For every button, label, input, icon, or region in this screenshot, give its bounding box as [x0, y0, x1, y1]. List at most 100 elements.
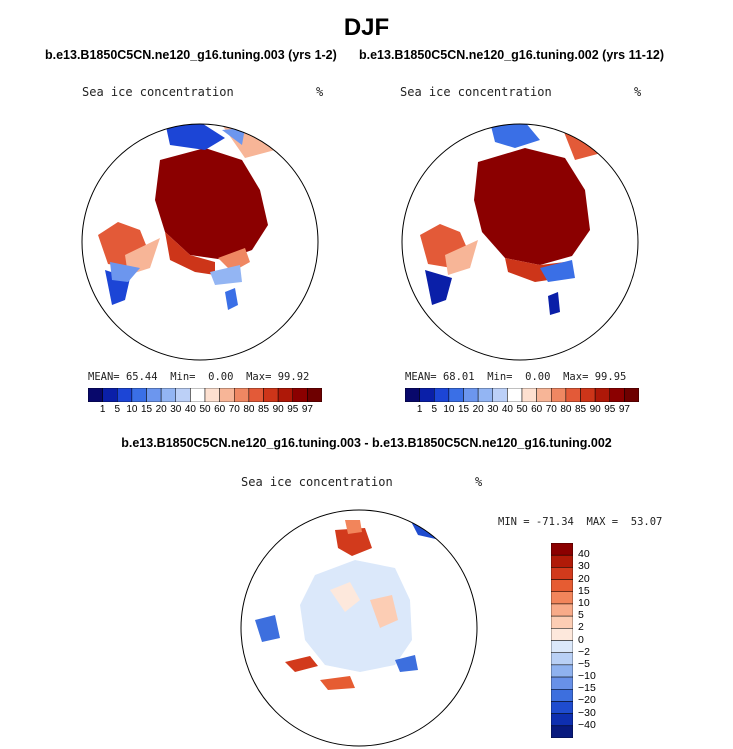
right-colorbar-swatch — [434, 388, 450, 402]
right-stat-mean: 68.01 — [442, 371, 475, 383]
diff-colorbar-swatch — [551, 701, 573, 714]
left-colorbar-tick-label: 97 — [301, 404, 313, 415]
right-colorbar-tick-label: 30 — [487, 404, 499, 415]
diff-colorbar-tick-label: −5 — [578, 657, 590, 670]
left-stat-min: 0.00 — [208, 371, 234, 383]
left-panel-title: Sea ice concentration — [82, 85, 234, 99]
left-case-title: b.e13.B1850C5CN.ne120_g16.tuning.003 (yr… — [45, 48, 337, 62]
diff-colorbar-tick-label: 5 — [578, 609, 584, 622]
right-colorbar-tick-label: 90 — [589, 404, 601, 415]
right-colorbar-swatch — [448, 388, 464, 402]
diff-colorbar-swatch — [551, 640, 573, 653]
left-colorbar-swatch — [292, 388, 308, 402]
left-colorbar-swatch — [117, 388, 133, 402]
left-colorbar-ticks: 1 5 10 15 20 30 40 50 60 70 80 85 90 95 97 — [88, 404, 322, 418]
diff-colorbar-tick-label: −15 — [578, 682, 596, 695]
right-panel-units: % — [634, 85, 642, 99]
diff-case-title: b.e13.B1850C5CN.ne120_g16.tuning.003 - b… — [121, 436, 612, 450]
diff-colorbar-tick-label: 10 — [578, 596, 590, 609]
diff-stats: MIN = -71.34 MAX = 53.07 — [498, 516, 663, 528]
right-colorbar-swatch — [405, 388, 420, 402]
right-colorbar-swatch — [609, 388, 625, 402]
right-colorbar-tick-label: 85 — [574, 404, 587, 415]
left-colorbar-tick-label: 60 — [214, 404, 226, 415]
right-panel-title: Sea ice concentration — [400, 85, 552, 99]
right-stats: MEAN= 68.01 Min= 0.00 Max= 99.95 — [405, 371, 626, 383]
left-colorbar-swatch — [307, 388, 322, 402]
diff-colorbar-swatch — [551, 543, 573, 556]
left-stat-min-label: Min= — [170, 371, 196, 383]
right-colorbar-tick-label: 15 — [457, 404, 470, 415]
left-colorbar-swatch — [204, 388, 220, 402]
diff-colorbar-swatch — [551, 567, 573, 580]
diff-colorbar-tick-label: −20 — [578, 694, 596, 707]
left-colorbar-tick-label: 50 — [199, 404, 211, 415]
diff-colorbar-tick-label: 30 — [578, 560, 590, 573]
diff-colorbar-swatch — [551, 689, 573, 702]
right-colorbar-swatch — [419, 388, 435, 402]
diff-colorbar-swatch — [551, 603, 573, 617]
diff-panel-units: % — [475, 475, 483, 489]
left-polar-map — [82, 124, 318, 360]
left-colorbar-tick-label: 5 — [114, 404, 121, 415]
right-colorbar-swatch — [536, 388, 552, 402]
diff-colorbar-tick-label: −40 — [578, 718, 596, 731]
left-colorbar-swatch — [160, 388, 176, 402]
left-colorbar-swatch — [263, 388, 279, 402]
right-colorbar-tick-label: 60 — [531, 404, 543, 415]
left-colorbar-tick-label: 70 — [228, 404, 240, 415]
right-colorbar-tick-label: 1 — [416, 404, 423, 415]
right-colorbar-swatch — [477, 388, 493, 402]
left-colorbar-swatch — [102, 388, 118, 402]
left-colorbar-tick-label: 30 — [170, 404, 182, 415]
diff-colorbar-swatch — [551, 591, 573, 605]
right-colorbar-tick-label: 95 — [604, 404, 616, 415]
left-stat-max: 99.92 — [277, 371, 310, 383]
right-colorbar-swatch — [580, 388, 596, 402]
left-stat-max-label: Max= — [246, 371, 272, 383]
right-colorbar-swatch — [594, 388, 610, 402]
left-colorbar-swatch — [219, 388, 235, 402]
right-colorbar-swatch — [463, 388, 479, 402]
diff-colorbar-swatch — [551, 554, 573, 568]
right-stat-mean-label: MEAN= — [405, 371, 437, 383]
left-colorbar-swatch — [175, 388, 191, 402]
right-colorbar-tick-label: 80 — [560, 404, 572, 415]
diff-colorbar-ticks: 40 30 20 15 10 5 2 0 −2 −5 −10 −15 −20 −30 −40 — [578, 543, 618, 738]
left-colorbar-swatch — [248, 388, 264, 402]
diff-colorbar-swatch — [551, 579, 573, 592]
diff-colorbar-swatch — [551, 615, 573, 629]
right-stat-max: 99.95 — [594, 371, 627, 383]
diff-colorbar — [551, 543, 573, 738]
right-colorbar-swatch — [521, 388, 537, 402]
right-colorbar-tick-label: 20 — [472, 404, 484, 415]
right-case-title: b.e13.B1850C5CN.ne120_g16.tuning.002 (yr… — [359, 48, 665, 62]
right-colorbar-tick-label: 40 — [501, 404, 513, 415]
right-colorbar-swatch — [565, 388, 581, 402]
diff-colorbar-tick-label: −10 — [578, 670, 596, 683]
right-colorbar-tick-label: 5 — [431, 404, 438, 415]
left-colorbar-tick-label: 15 — [140, 404, 153, 415]
right-polar-map — [402, 124, 638, 360]
left-stat-mean: 65.44 — [125, 371, 158, 383]
left-panel-units: % — [316, 85, 324, 99]
right-stat-min: 0.00 — [525, 371, 551, 383]
right-colorbar-tick-label: 50 — [516, 404, 528, 415]
left-colorbar-tick-label: 10 — [126, 404, 138, 415]
right-colorbar-swatch — [492, 388, 508, 402]
left-colorbar-tick-label: 85 — [257, 404, 270, 415]
diff-colorbar-swatch — [551, 628, 573, 641]
left-colorbar-tick-label: 95 — [287, 404, 299, 415]
right-colorbar-swatch — [507, 388, 523, 402]
diff-colorbar-tick-label: 15 — [578, 584, 590, 597]
diff-colorbar-swatch — [551, 725, 573, 738]
diff-colorbar-tick-label: −2 — [578, 645, 590, 658]
left-colorbar-swatch — [190, 388, 206, 402]
left-colorbar-tick-label: 80 — [243, 404, 255, 415]
left-colorbar-tick-label: 90 — [272, 404, 284, 415]
right-stat-min-label: Min= — [487, 371, 513, 383]
diff-colorbar-swatch — [551, 676, 573, 690]
diff-polar-map — [241, 510, 477, 746]
right-colorbar-tick-label: 10 — [443, 404, 455, 415]
